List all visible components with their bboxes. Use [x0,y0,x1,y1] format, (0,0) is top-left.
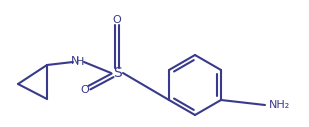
Text: H: H [76,57,84,67]
Text: N: N [71,56,79,66]
Text: S: S [112,66,121,80]
Text: NH₂: NH₂ [269,100,290,110]
Text: O: O [112,15,121,25]
Text: O: O [81,85,89,95]
